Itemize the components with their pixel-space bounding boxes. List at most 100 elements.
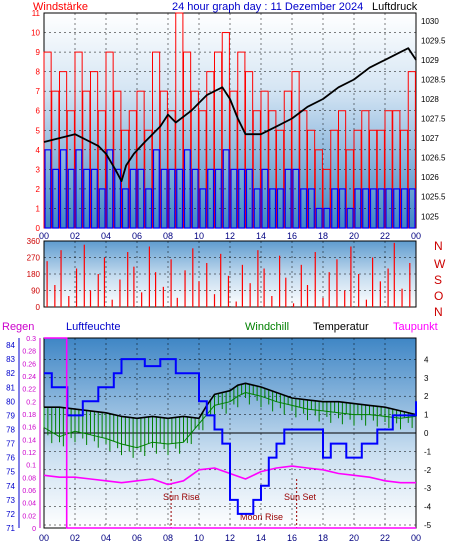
pressure-tick-label: 1029 bbox=[421, 56, 439, 65]
humidity-tick-label: 81 bbox=[6, 383, 15, 392]
temp-tick-label: -3 bbox=[424, 484, 432, 493]
wind-avg-bar bbox=[145, 188, 153, 229]
pressure-tick-label: 1029.5 bbox=[421, 36, 446, 45]
humidity-tick-label: 82 bbox=[6, 369, 15, 378]
temp-tick-label: 4 bbox=[424, 355, 429, 364]
wind-avg-bar bbox=[114, 168, 122, 229]
direction-tick-label: 90 bbox=[31, 287, 40, 296]
wind-avg-bar bbox=[338, 188, 346, 229]
direction-tick-label: 360 bbox=[27, 237, 41, 246]
wind-tick-label: 10 bbox=[31, 29, 40, 38]
wind-avg-bar bbox=[377, 188, 385, 229]
pressure-tick-label: 1030 bbox=[421, 17, 439, 26]
humidity-tick-label: 84 bbox=[6, 341, 15, 350]
x-tick-label: 12 bbox=[225, 231, 235, 241]
wind-tick-label: 8 bbox=[36, 68, 41, 77]
rain-tick-label: 0.12 bbox=[22, 450, 36, 457]
temp-tick-label: -2 bbox=[424, 466, 432, 475]
x-tick-label: 16 bbox=[287, 533, 297, 543]
pressure-tick-label: 1028 bbox=[421, 95, 439, 104]
humidity-tick-label: 72 bbox=[6, 510, 15, 519]
wind-avg-bar bbox=[75, 149, 83, 229]
windchill-line bbox=[43, 392, 417, 449]
wind-avg-bar bbox=[44, 149, 52, 229]
x-tick-label: 00 bbox=[39, 533, 49, 543]
wind-avg-bar bbox=[59, 149, 67, 229]
rain-tick-label: 0.3 bbox=[26, 336, 36, 343]
header-date-title: 24 hour graph day : 11 Dezember 2024 bbox=[172, 1, 363, 13]
header-luftdruck: Luftdruck bbox=[372, 1, 418, 13]
pressure-tick-label: 1026.5 bbox=[421, 154, 446, 163]
x-tick-label: 20 bbox=[349, 231, 359, 241]
wind-avg-bar bbox=[400, 188, 408, 229]
rain-tick-label: 0 bbox=[32, 526, 36, 533]
direction-letter: O bbox=[434, 289, 443, 303]
wind-avg-bar bbox=[354, 188, 362, 229]
x-tick-label: 18 bbox=[318, 533, 328, 543]
wind-avg-bar bbox=[129, 168, 137, 229]
rain-tick-label: 0.16 bbox=[22, 425, 36, 432]
wind-avg-bar bbox=[269, 188, 277, 229]
x-tick-label: 10 bbox=[194, 533, 204, 543]
wind-tick-label: 7 bbox=[36, 87, 41, 96]
wind-tick-label: 2 bbox=[36, 185, 41, 194]
wind-avg-bar bbox=[52, 168, 60, 229]
temp-tick-label: 3 bbox=[424, 374, 429, 383]
temp-tick-label: -1 bbox=[424, 447, 432, 456]
direction-tick-label: 180 bbox=[27, 270, 41, 279]
humidity-tick-label: 79 bbox=[6, 411, 15, 420]
rain-tick-label: 0.06 bbox=[22, 488, 36, 495]
x-tick-label: 08 bbox=[163, 533, 173, 543]
rain-tick-label: 0.24 bbox=[22, 374, 36, 381]
wind-avg-bar bbox=[362, 188, 370, 229]
x-tick-label: 04 bbox=[101, 533, 111, 543]
wind-tick-label: 6 bbox=[36, 107, 41, 116]
x-tick-label: 02 bbox=[70, 231, 80, 241]
humidity-tick-label: 74 bbox=[6, 482, 15, 491]
wind-avg-bar bbox=[214, 168, 222, 229]
x-tick-label: 08 bbox=[163, 231, 173, 241]
rain-tick-label: 0.1 bbox=[26, 463, 36, 470]
wind-avg-bar bbox=[191, 168, 199, 229]
wind-avg-bar bbox=[67, 168, 75, 229]
rain-tick-label: 0.02 bbox=[22, 513, 36, 520]
humidity-tick-label: 71 bbox=[6, 524, 15, 533]
rain-tick-label: 0.08 bbox=[22, 475, 36, 482]
x-tick-label: 02 bbox=[70, 533, 80, 543]
wind-avg-bar bbox=[230, 168, 238, 229]
wind-avg-bar bbox=[238, 168, 246, 229]
wind-avg-bar bbox=[261, 168, 269, 229]
rain-tick-label: 0.2 bbox=[26, 399, 36, 406]
label-regen: Regen bbox=[2, 321, 34, 333]
wind-tick-label: 0 bbox=[36, 224, 41, 233]
wind-tick-label: 11 bbox=[32, 9, 41, 18]
rain-tick-label: 0.18 bbox=[22, 412, 36, 419]
temp-tick-label: 0 bbox=[424, 429, 429, 438]
pressure-tick-label: 1025 bbox=[421, 212, 439, 221]
x-tick-label: 00 bbox=[411, 533, 421, 543]
temperature-line bbox=[44, 382, 417, 420]
rain-tick-label: 0.14 bbox=[22, 437, 36, 444]
rain-tick-label: 0.26 bbox=[22, 361, 36, 368]
x-tick-label: 04 bbox=[101, 231, 111, 241]
wind-avg-bar bbox=[253, 188, 261, 229]
x-tick-label: 00 bbox=[39, 231, 49, 241]
direction-letter: S bbox=[434, 273, 442, 287]
x-tick-label: 22 bbox=[380, 231, 390, 241]
wind-avg-bar bbox=[393, 188, 401, 229]
humidity-tick-label: 76 bbox=[6, 454, 15, 463]
humidity-tick-label: 80 bbox=[6, 397, 15, 406]
event-moon-rise: Moon Rise bbox=[240, 512, 283, 522]
label-windchill: Windchill bbox=[245, 321, 289, 333]
event-sun-rise: Sun Rise bbox=[163, 492, 200, 502]
direction-letter: N bbox=[434, 305, 443, 319]
label-temperatur: Temperatur bbox=[313, 321, 369, 333]
wind-avg-bar bbox=[292, 168, 300, 229]
wind-avg-bar bbox=[307, 188, 315, 229]
wind-avg-bar bbox=[245, 168, 253, 229]
header-windstaerke: Windstärke bbox=[33, 1, 88, 13]
temp-tick-label: -4 bbox=[424, 503, 432, 512]
wind-avg-bar bbox=[98, 188, 106, 229]
pressure-tick-label: 1027 bbox=[421, 134, 439, 143]
pressure-tick-label: 1027.5 bbox=[421, 115, 446, 124]
